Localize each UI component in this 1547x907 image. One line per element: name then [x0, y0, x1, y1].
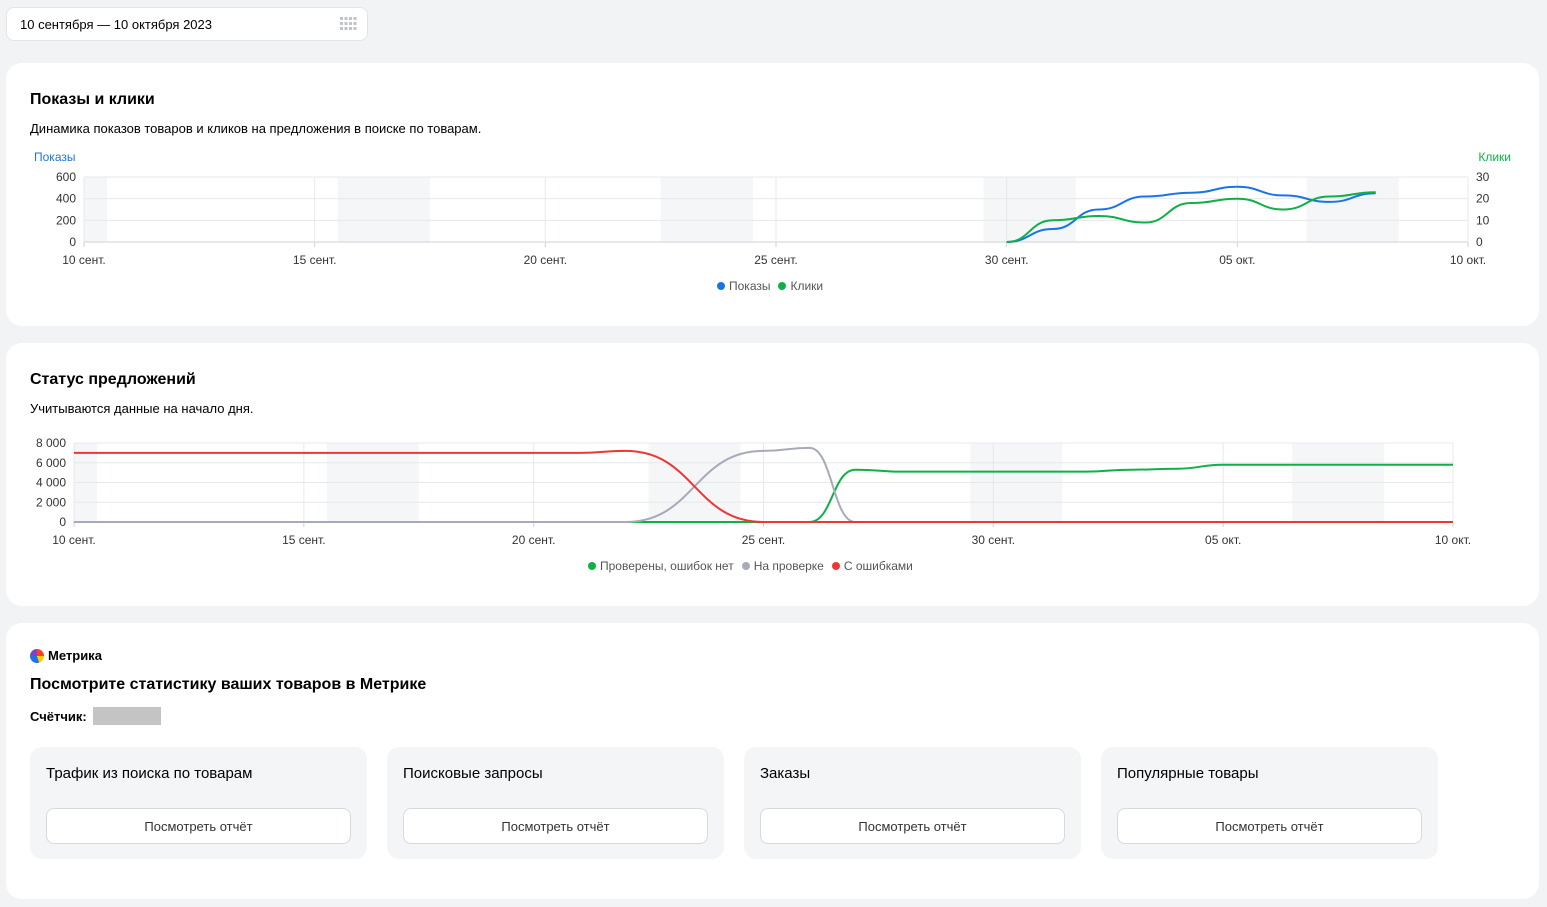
x-tick-label: 05 окт.	[1219, 253, 1255, 267]
view-report-button[interactable]: Посмотреть отчёт	[403, 808, 708, 844]
y-tick-label: 0	[59, 515, 66, 529]
y-right-tick-label: 20	[1476, 192, 1490, 206]
legend-label: Проверены, ошибок нет	[600, 559, 734, 573]
series-line	[74, 449, 1453, 523]
x-tick-label: 20 сент.	[524, 253, 567, 267]
legend-dot-icon	[741, 562, 750, 570]
report-title: Популярные товары	[1117, 765, 1259, 782]
offer-status-chart: 8 000 6 000 4 000 2 000 0 10 сент. 15 сент. 20 …	[36, 436, 1471, 547]
metrika-brand-name: Метрика	[48, 648, 102, 663]
view-report-button[interactable]: Посмотреть отчёт	[1117, 808, 1422, 844]
date-range-text: 10 сентября — 10 октября 2023	[20, 17, 212, 32]
legend-dot-icon	[717, 282, 725, 290]
metrika-logo-icon	[30, 648, 44, 663]
report-card-popular-products: Популярные товары Посмотреть отчёт	[1101, 747, 1438, 859]
report-title: Поисковые запросы	[403, 765, 543, 782]
y-right-tick-label: 0	[1476, 235, 1483, 249]
shows-clicks-legend: Показы Клики	[717, 279, 823, 293]
y-tick-label: 4 000	[36, 476, 66, 490]
x-tick-label: 05 окт.	[1205, 533, 1241, 547]
x-tick-label: 10 сент.	[62, 253, 105, 267]
legend-label: Показы	[729, 279, 771, 293]
shows-clicks-subtitle: Динамика показов товаров и кликов на пре…	[30, 121, 482, 136]
date-range-picker[interactable]: 10 сентября — 10 октября 2023	[6, 7, 368, 41]
x-tick-label: 15 сент.	[293, 253, 336, 267]
counter-value-masked	[92, 707, 161, 725]
legend-item[interactable]: Клики	[778, 279, 823, 293]
legend-dot-icon	[831, 562, 840, 570]
offer-status-card: Статус предложений Учитываются данные на…	[6, 343, 1539, 606]
x-tick-label: 25 сент.	[754, 253, 797, 267]
shows-clicks-card: Показы и клики Динамика показов товаров …	[6, 63, 1539, 326]
legend-label: Клики	[790, 279, 824, 293]
legend-label: С ошибками	[843, 559, 913, 573]
report-title: Трафик из поиска по товарам	[46, 765, 253, 782]
calendar-icon[interactable]	[340, 17, 357, 36]
weekend-band	[84, 177, 108, 242]
view-report-button[interactable]: Посмотреть отчёт	[760, 808, 1065, 844]
y-tick-label: 400	[56, 192, 76, 206]
counter-label: Счётчик:	[30, 708, 87, 724]
y-tick-label: 200	[56, 213, 76, 227]
x-tick-label: 15 сент.	[282, 533, 325, 547]
report-title: Заказы	[760, 765, 811, 782]
x-tick-label: 10 окт.	[1435, 533, 1471, 547]
view-report-button[interactable]: Посмотреть отчёт	[46, 808, 351, 844]
y-tick-label: 0	[69, 235, 76, 249]
offer-status-title: Статус предложений	[30, 371, 196, 388]
y-tick-label: 2 000	[36, 495, 66, 509]
y-right-tick-label: 10	[1476, 213, 1490, 227]
report-card-search-traffic: Трафик из поиска по товарам Посмотреть о…	[30, 747, 367, 859]
x-tick-label: 30 сент.	[972, 533, 1015, 547]
x-tick-label: 10 сент.	[52, 533, 95, 547]
legend-item[interactable]: С ошибками	[831, 559, 913, 573]
weekend-band	[337, 177, 430, 242]
weekend-band	[660, 177, 753, 242]
x-tick-label: 30 сент.	[985, 253, 1028, 267]
metrika-card: Метрика Посмотрите статистику ваших това…	[6, 623, 1539, 899]
y-tick-label: 600	[56, 170, 76, 184]
weekend-band	[1306, 177, 1399, 242]
left-axis-title: Показы	[34, 150, 75, 164]
legend-item[interactable]: Проверены, ошибок нет	[588, 559, 734, 573]
offer-status-subtitle: Учитываются данные на начало дня.	[30, 401, 254, 416]
y-right-tick-label: 30	[1476, 170, 1490, 184]
report-card-search-queries: Поисковые запросы Посмотреть отчёт	[387, 747, 724, 859]
legend-label: На проверке	[753, 559, 824, 573]
right-axis-title: Клики	[1478, 150, 1511, 164]
report-card-orders: Заказы Посмотреть отчёт	[744, 747, 1081, 859]
x-tick-label: 20 сент.	[512, 533, 555, 547]
offer-status-legend: Проверены, ошибок нет На проверке С ошибка…	[588, 559, 913, 573]
x-tick-label: 10 окт.	[1450, 253, 1486, 267]
y-tick-label: 6 000	[36, 456, 66, 470]
legend-dot-icon	[778, 282, 787, 290]
metrika-logo: Метрика	[30, 648, 102, 663]
series-line	[1006, 191, 1376, 243]
legend-item[interactable]: Показы	[717, 279, 770, 293]
metrika-title: Посмотрите статистику ваших товаров в Ме…	[30, 676, 427, 693]
legend-item[interactable]: На проверке	[741, 559, 824, 573]
x-tick-label: 25 сент.	[742, 533, 785, 547]
shows-clicks-title: Показы и клики	[30, 91, 155, 108]
counter-row: Счётчик:	[30, 707, 161, 725]
y-tick-label: 8 000	[36, 436, 66, 450]
legend-dot-icon	[588, 562, 596, 570]
